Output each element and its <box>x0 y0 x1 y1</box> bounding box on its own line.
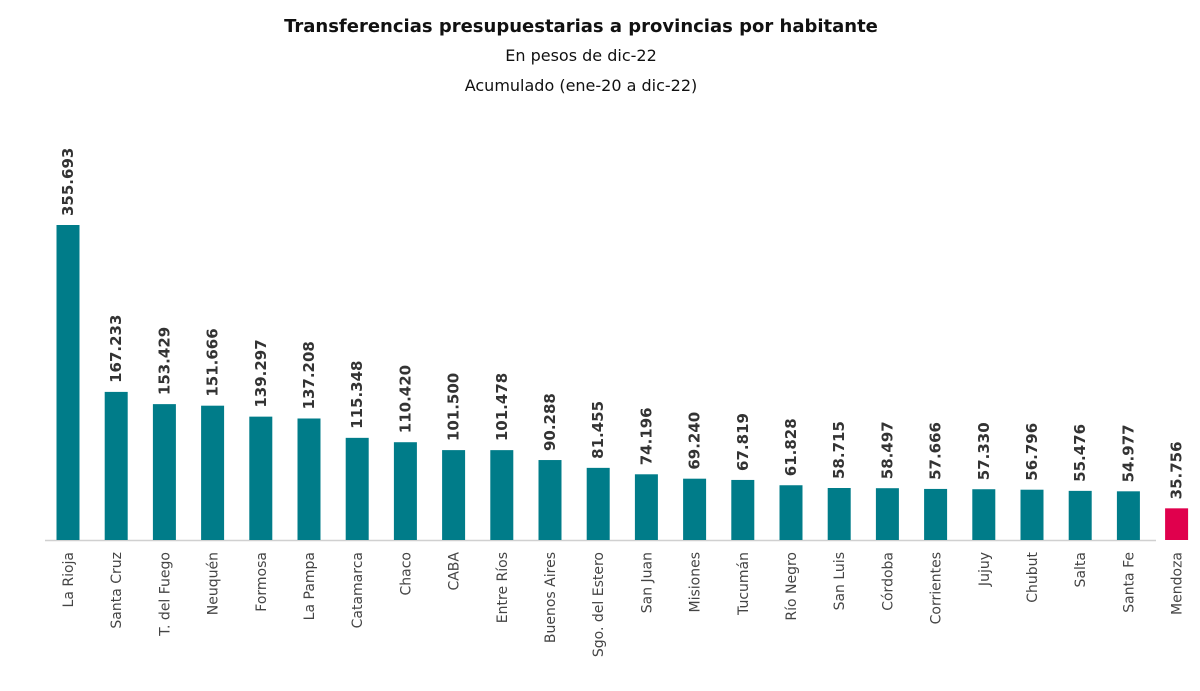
bar-21 <box>1068 490 1092 540</box>
bar-2 <box>152 404 176 540</box>
category-label: Catamarca <box>350 552 366 628</box>
category-label: Neuquén <box>206 552 222 615</box>
value-label: 57.330 <box>975 422 993 480</box>
bar-8 <box>442 450 466 540</box>
category-label: Santa Fe <box>1121 552 1137 613</box>
value-label: 355.693 <box>59 148 77 216</box>
category-label: Chaco <box>398 552 414 596</box>
category-label: San Juan <box>639 552 655 613</box>
category-label: Buenos Aires <box>543 552 559 643</box>
value-label: 81.455 <box>589 401 607 459</box>
value-label: 110.420 <box>396 365 414 433</box>
bar-5 <box>297 418 321 540</box>
bar-16 <box>827 488 851 540</box>
value-label: 58.715 <box>830 421 848 479</box>
bar-7 <box>393 442 417 540</box>
category-label: La Pampa <box>302 552 318 620</box>
bar-6 <box>345 437 369 540</box>
bar-13 <box>683 478 707 540</box>
bar-18 <box>924 488 948 540</box>
category-label: Entre Ríos <box>495 552 511 623</box>
value-label: 58.497 <box>878 421 896 479</box>
value-label: 115.348 <box>348 361 366 429</box>
value-label: 151.666 <box>204 328 222 396</box>
category-label: Formosa <box>254 552 270 612</box>
value-label: 153.429 <box>155 327 173 395</box>
bar-19 <box>972 489 996 540</box>
category-label: Mendoza <box>1170 552 1186 615</box>
value-label: 35.756 <box>1168 441 1186 499</box>
value-label: 101.478 <box>493 373 511 441</box>
value-label: 57.666 <box>927 422 945 480</box>
value-label: 167.233 <box>107 315 125 383</box>
category-label: Salta <box>1073 552 1089 587</box>
value-label: 137.208 <box>300 341 318 409</box>
category-label: Santa Cruz <box>109 552 125 629</box>
bar-4 <box>249 416 273 540</box>
bar-11 <box>586 467 610 540</box>
bar-22 <box>1116 491 1140 540</box>
bar-9 <box>490 450 514 540</box>
category-label: Córdoba <box>880 552 896 611</box>
bar-3 <box>201 405 225 540</box>
category-label: Misiones <box>688 552 704 613</box>
value-label: 69.240 <box>686 412 704 470</box>
bar-17 <box>875 488 899 540</box>
bar-23 <box>1165 508 1189 540</box>
value-label: 61.828 <box>782 418 800 476</box>
category-label: Sgo. del Estero <box>591 552 607 657</box>
bar-1 <box>104 391 128 540</box>
category-label: CABA <box>447 552 463 591</box>
category-label: T. del Fuego <box>157 552 173 637</box>
bar-0 <box>56 225 80 540</box>
chart-subtitle: En pesos de dic-22 <box>505 46 657 65</box>
value-label: 54.977 <box>1119 424 1137 482</box>
value-label: 139.297 <box>252 339 270 407</box>
value-label: 67.819 <box>734 413 752 471</box>
category-label: Jujuy <box>977 552 993 587</box>
category-label: San Luis <box>832 552 848 610</box>
value-label: 74.196 <box>637 407 655 465</box>
category-label: Chubut <box>1025 552 1041 603</box>
category-label: Corrientes <box>929 552 945 624</box>
bar-10 <box>538 460 562 540</box>
value-label: 101.500 <box>445 373 463 441</box>
bar-12 <box>634 474 658 540</box>
bar-14 <box>731 479 755 540</box>
value-label: 56.796 <box>1023 423 1041 481</box>
category-label: La Rioja <box>61 552 77 607</box>
category-label: Tucumán <box>736 552 752 616</box>
value-label: 55.476 <box>1071 424 1089 482</box>
category-label: Río Negro <box>784 552 800 621</box>
value-label: 90.288 <box>541 393 559 451</box>
chart-title: Transferencias presupuestarias a provinc… <box>284 16 878 37</box>
bar-15 <box>779 485 803 540</box>
chart-subtitle-2: Acumulado (ene-20 a dic-22) <box>464 76 698 95</box>
bar-20 <box>1020 489 1044 540</box>
